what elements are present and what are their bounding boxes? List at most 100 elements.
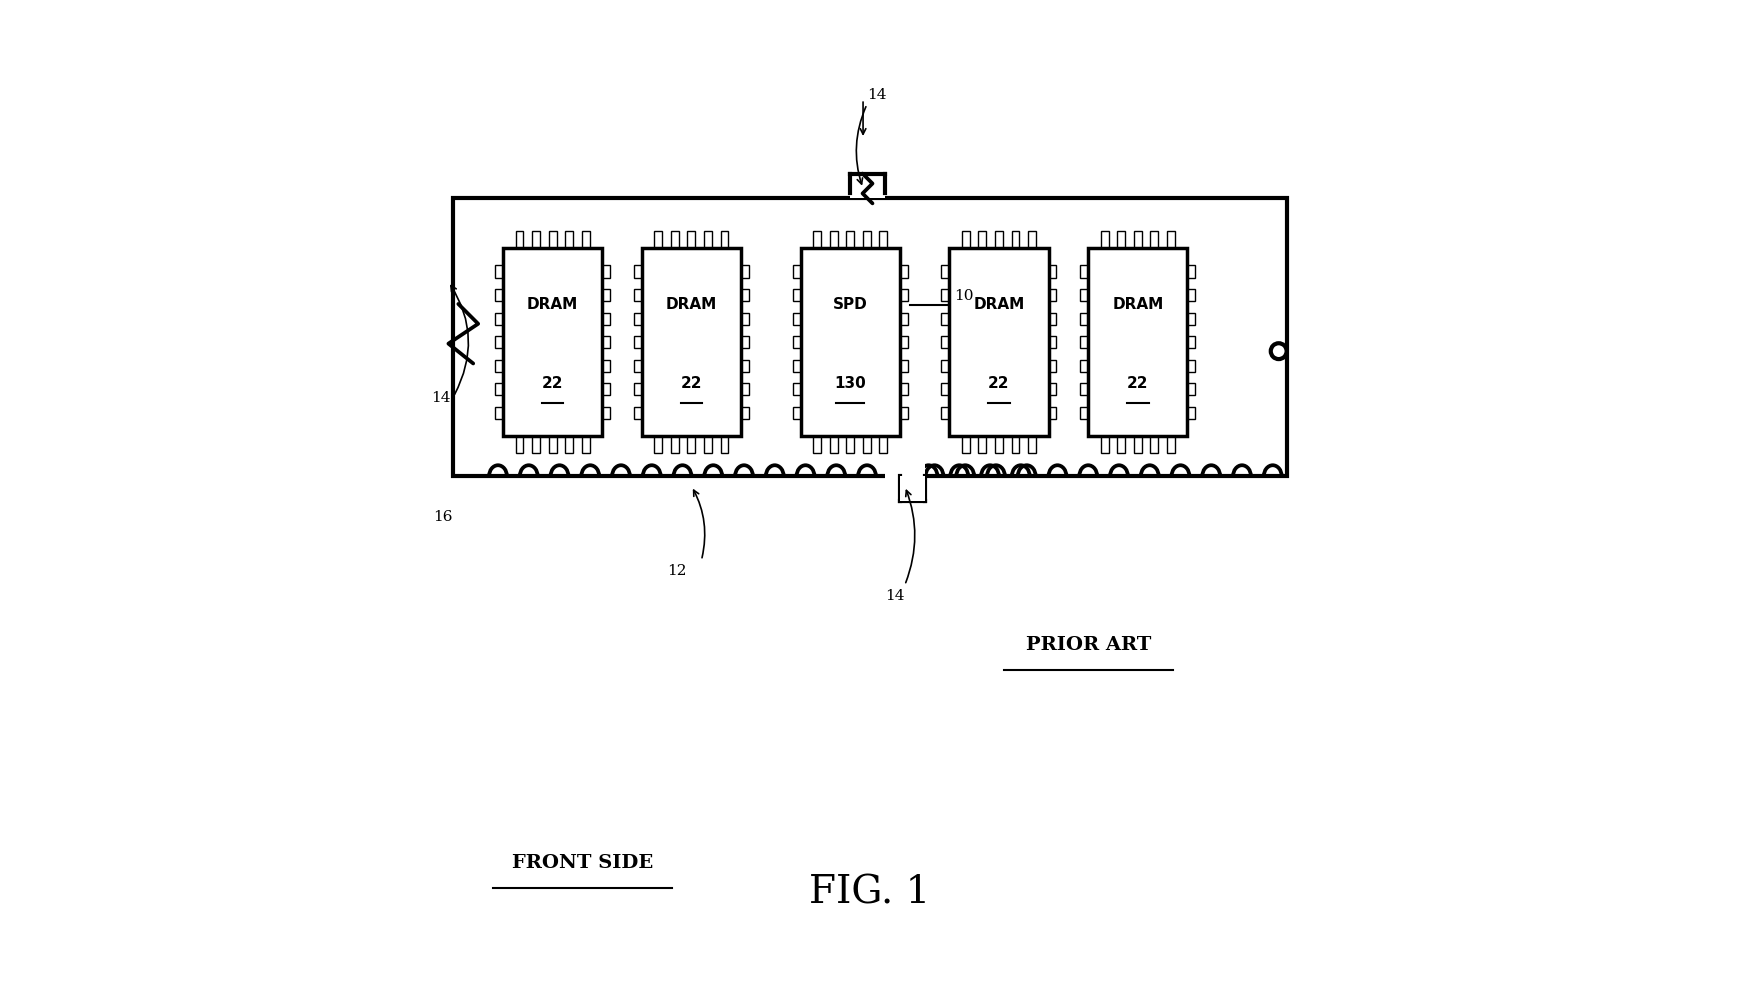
Bar — [812, 231, 821, 248]
Text: 22: 22 — [1127, 376, 1148, 391]
Bar — [503, 248, 602, 436]
Text: DRAM: DRAM — [666, 297, 716, 312]
Bar — [1080, 312, 1087, 324]
Bar — [1080, 289, 1087, 302]
Text: 14: 14 — [431, 391, 450, 405]
Bar — [1116, 436, 1125, 453]
Bar — [1134, 231, 1141, 248]
Text: FIG. 1: FIG. 1 — [809, 874, 930, 912]
Bar — [1028, 231, 1035, 248]
Text: FRONT SIDE: FRONT SIDE — [511, 854, 652, 872]
Bar — [1049, 360, 1056, 372]
Bar — [633, 312, 642, 324]
Bar — [633, 289, 642, 302]
Bar — [741, 360, 748, 372]
Bar — [1010, 231, 1019, 248]
Bar — [741, 312, 748, 324]
Bar — [812, 436, 821, 453]
Circle shape — [1269, 343, 1285, 359]
Bar — [941, 289, 949, 302]
Bar — [977, 436, 986, 453]
Bar — [1186, 383, 1195, 396]
Text: SPD: SPD — [833, 297, 868, 312]
Bar — [1101, 436, 1108, 453]
Bar — [1049, 383, 1056, 396]
Bar — [941, 383, 949, 396]
Bar — [494, 289, 503, 302]
Bar — [602, 289, 610, 302]
Bar — [962, 231, 969, 248]
Bar — [1010, 436, 1019, 453]
Bar — [494, 312, 503, 324]
Bar — [581, 231, 590, 248]
Bar — [949, 248, 1049, 436]
Bar — [850, 169, 885, 198]
Bar — [962, 436, 969, 453]
Bar — [1186, 407, 1195, 419]
Bar — [1049, 312, 1056, 324]
Bar — [494, 360, 503, 372]
Bar — [863, 231, 870, 248]
Bar — [800, 248, 899, 436]
Bar — [633, 266, 642, 278]
Bar — [1080, 266, 1087, 278]
Bar — [899, 289, 908, 302]
Bar — [941, 360, 949, 372]
Bar — [830, 436, 836, 453]
Bar — [602, 407, 610, 419]
Bar — [602, 360, 610, 372]
Bar — [494, 336, 503, 348]
Bar — [830, 231, 836, 248]
Bar — [633, 360, 642, 372]
Bar — [1186, 266, 1195, 278]
Bar — [1134, 436, 1141, 453]
Bar — [602, 336, 610, 348]
Bar — [1186, 336, 1195, 348]
Bar — [793, 266, 800, 278]
Text: 130: 130 — [833, 376, 866, 391]
Bar — [878, 231, 887, 248]
Bar — [515, 231, 523, 248]
Bar — [602, 266, 610, 278]
Bar — [941, 336, 949, 348]
Bar — [741, 289, 748, 302]
Bar — [1087, 248, 1186, 436]
Bar — [793, 312, 800, 324]
Bar — [863, 436, 870, 453]
Bar — [741, 266, 748, 278]
Bar — [565, 231, 572, 248]
Text: 22: 22 — [541, 376, 563, 391]
Text: DRAM: DRAM — [972, 297, 1024, 312]
Text: 14: 14 — [866, 88, 885, 102]
Bar — [565, 436, 572, 453]
Text: 22: 22 — [988, 376, 1009, 391]
Bar — [1186, 360, 1195, 372]
Bar — [899, 383, 908, 396]
Text: PRIOR ART: PRIOR ART — [1024, 636, 1149, 654]
Bar — [633, 336, 642, 348]
Bar — [1116, 231, 1125, 248]
Bar — [515, 436, 523, 453]
Bar — [494, 266, 503, 278]
Bar — [642, 248, 741, 436]
Text: 14: 14 — [885, 589, 904, 603]
Bar — [878, 436, 887, 453]
Bar — [704, 436, 711, 453]
Bar — [581, 436, 590, 453]
Bar — [1028, 436, 1035, 453]
Bar — [941, 266, 949, 278]
Bar — [671, 436, 678, 453]
Bar — [1167, 231, 1174, 248]
Bar — [995, 436, 1002, 453]
Bar — [1101, 231, 1108, 248]
Bar — [793, 407, 800, 419]
Bar — [885, 456, 923, 481]
Bar — [941, 312, 949, 324]
Bar — [671, 231, 678, 248]
Bar — [602, 383, 610, 396]
Bar — [654, 231, 663, 248]
Bar — [633, 407, 642, 419]
Bar — [899, 360, 908, 372]
Bar — [793, 383, 800, 396]
Bar — [1080, 336, 1087, 348]
